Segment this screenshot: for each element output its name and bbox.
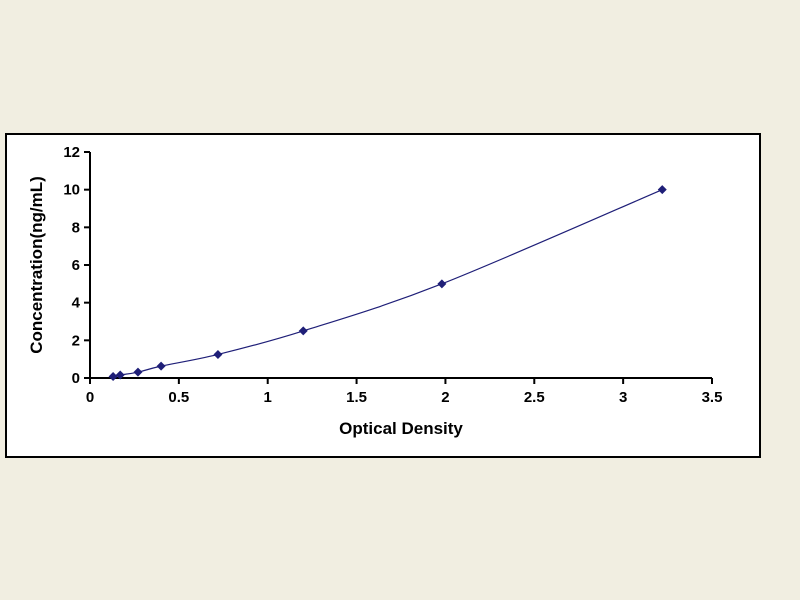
x-tick-label: 1 [264,389,272,406]
x-tick-label: 1.5 [346,389,367,406]
x-tick-label: 3.5 [702,389,723,406]
y-tick-label: 0 [72,370,80,387]
x-tick-label: 2.5 [524,389,545,406]
data-point-marker [115,370,125,380]
data-point-marker [133,367,143,377]
y-tick-label: 6 [72,257,80,274]
data-point-marker [437,279,447,289]
standard-curve-plot: 0 0.5 1 1.5 2 2.5 3 3.5 0 2 4 6 8 10 12 [63,144,723,406]
y-tick-label: 2 [72,332,80,349]
data-point-marker [298,326,308,336]
y-tick-label: 12 [63,144,80,161]
x-tick-label: 3 [619,389,627,406]
chart-panel: Concentration(ng/mL) Optical Density 0 0.… [5,133,761,458]
x-tick-label: 0.5 [168,389,189,406]
y-tick-label: 8 [72,219,80,236]
y-tick-label: 10 [63,182,80,199]
y-tick-label: 4 [72,295,81,312]
data-point-marker [213,349,223,359]
data-point-marker [657,185,667,195]
x-tick-label: 0 [86,389,94,406]
curve-path [112,189,663,378]
data-point-marker [108,371,118,381]
data-point-marker [156,361,166,371]
x-axis-title: Optical Density [339,419,463,438]
x-tick-label: 2 [441,389,449,406]
